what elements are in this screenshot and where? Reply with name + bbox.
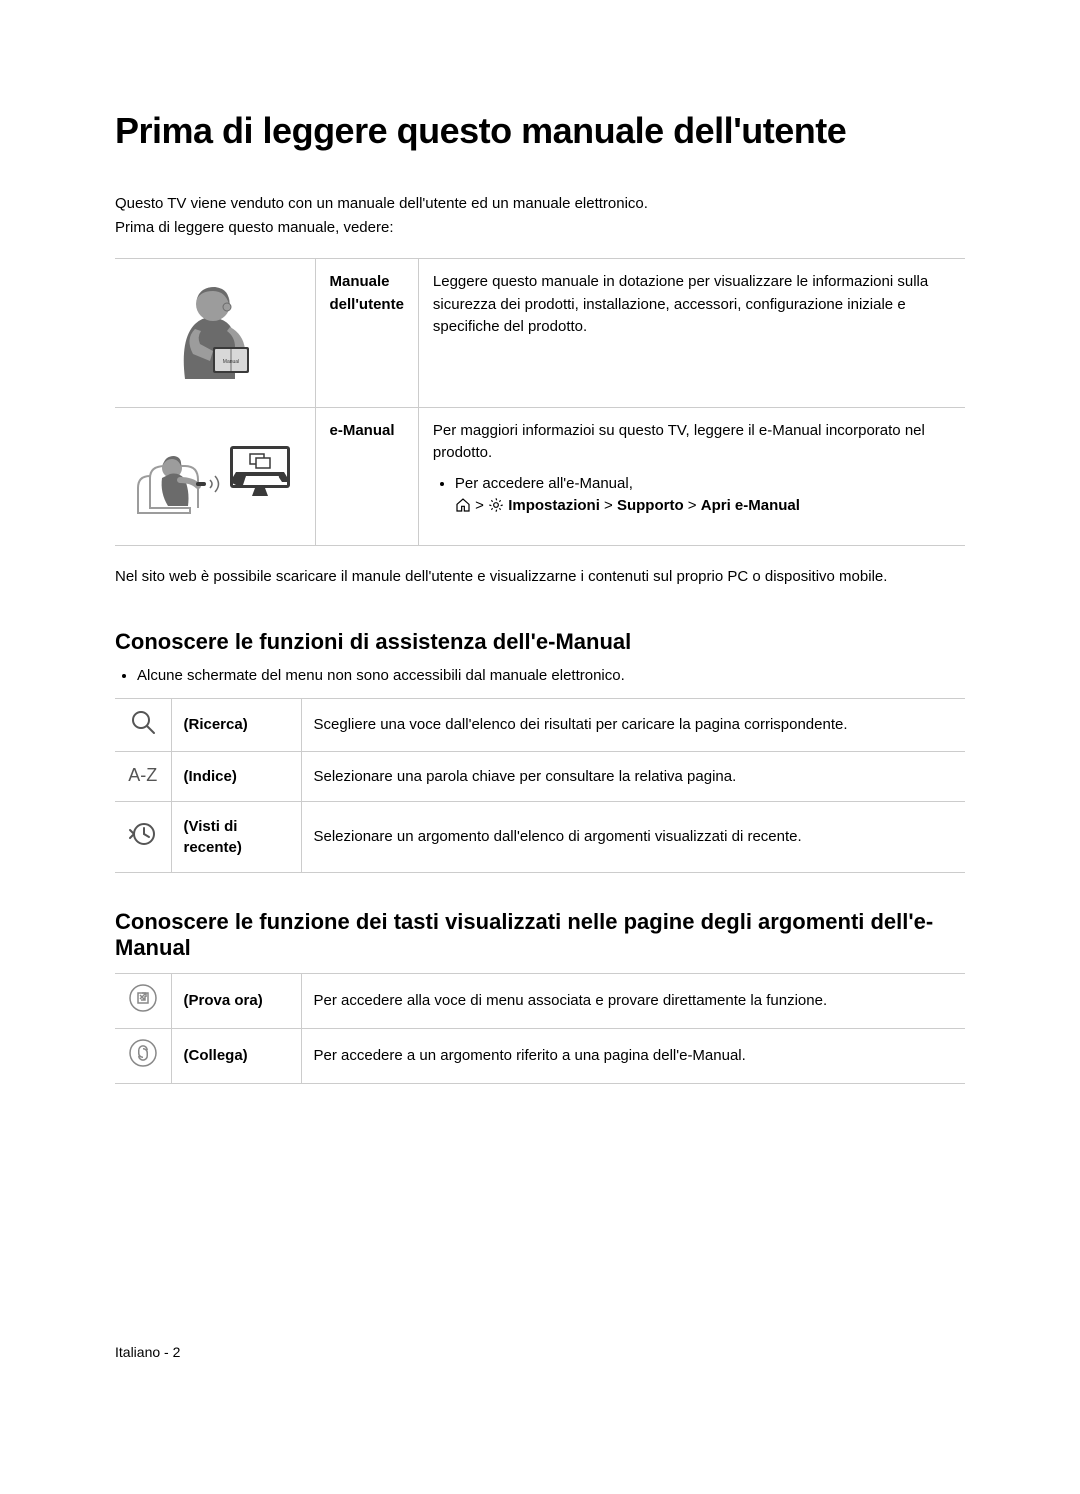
- icon-cell: A-Z: [115, 751, 171, 801]
- table-row: (Collega) Per accedere a un argomento ri…: [115, 1028, 965, 1083]
- topic-buttons-table: (Prova ora) Per accedere alla voce di me…: [115, 973, 965, 1084]
- feature-desc: Selezionare una parola chiave per consul…: [301, 751, 965, 801]
- illust-cell: Manual: [115, 259, 315, 408]
- feature-desc: Scegliere una voce dall'elenco dei risul…: [301, 698, 965, 751]
- intro-line-1: Questo TV viene venduto con un manuale d…: [115, 195, 648, 212]
- emanual-access-list: Per accedere all'e-Manual, > Impostazion…: [433, 473, 951, 518]
- page-title: Prima di leggere questo manuale dell'ute…: [115, 110, 965, 152]
- path-impostazioni: Impostazioni: [508, 497, 600, 514]
- intro-line-2: Prima di leggere questo manuale, vedere:: [115, 219, 394, 236]
- reading-booklet-icon: Manual: [135, 269, 295, 389]
- feature-name: (Prova ora): [171, 973, 301, 1028]
- icon-cell: [115, 698, 171, 751]
- intro-text: Questo TV viene venduto con un manuale d…: [115, 192, 965, 240]
- chevron-right-icon: >: [688, 497, 701, 514]
- emanual-desc-line1: Per maggiori informazioi su questo TV, l…: [433, 422, 925, 462]
- svg-text:e-Manual: e-Manual: [244, 475, 279, 484]
- icon-cell: [115, 801, 171, 872]
- index-az-icon: A-Z: [128, 765, 157, 785]
- svg-text:Manual: Manual: [223, 359, 239, 365]
- chevron-right-icon: >: [604, 497, 617, 514]
- table-row: (Ricerca) Scegliere una voce dall'elenco…: [115, 698, 965, 751]
- list-item: Per accedere all'e-Manual, > Impostazion…: [455, 473, 951, 518]
- after-table-note: Nel sito web è possibile scaricare il ma…: [115, 566, 965, 589]
- table-row: e-Manual e-Manual Per maggiori informazi…: [115, 407, 965, 546]
- page-footer: Italiano - 2: [115, 1344, 965, 1360]
- section1-title: Conoscere le funzioni di assistenza dell…: [115, 629, 965, 655]
- gear-icon: [488, 497, 504, 513]
- table-row: Manual Manuale dell'utente Leggere quest…: [115, 259, 965, 408]
- section1-note-list: Alcune schermate del menu non sono acces…: [115, 667, 965, 684]
- search-icon: [128, 707, 158, 737]
- access-prefix: Per accedere all'e-Manual,: [455, 475, 633, 492]
- table-row: (Prova ora) Per accedere alla voce di me…: [115, 973, 965, 1028]
- recent-icon: [128, 819, 158, 849]
- path-apri: Apri e-Manual: [701, 497, 800, 514]
- watching-tv-icon: e-Manual: [130, 418, 300, 528]
- list-item: Alcune schermate del menu non sono acces…: [137, 667, 965, 684]
- path-supporto: Supporto: [617, 497, 684, 514]
- feature-name: (Ricerca): [171, 698, 301, 751]
- manuals-table: Manual Manuale dell'utente Leggere quest…: [115, 258, 965, 546]
- manual-page: Prima di leggere questo manuale dell'ute…: [0, 0, 1080, 1420]
- link-icon: [127, 1037, 159, 1069]
- section2-title: Conoscere le funzione dei tasti visualiz…: [115, 909, 965, 961]
- illust-cell: e-Manual: [115, 407, 315, 546]
- try-now-icon: [127, 982, 159, 1014]
- table-row: A-Z (Indice) Selezionare una parola chia…: [115, 751, 965, 801]
- assist-functions-table: (Ricerca) Scegliere una voce dall'elenco…: [115, 698, 965, 873]
- manual-desc: Leggere questo manuale in dotazione per …: [418, 259, 965, 408]
- feature-name: (Indice): [171, 751, 301, 801]
- icon-cell: [115, 1028, 171, 1083]
- emanual-desc: Per maggiori informazioi su questo TV, l…: [418, 407, 965, 546]
- nav-path: > Impostazioni > Supporto > Apri e-Manua…: [455, 497, 800, 514]
- feature-desc: Per accedere a un argomento riferito a u…: [301, 1028, 965, 1083]
- home-icon: [455, 497, 471, 513]
- icon-cell: [115, 973, 171, 1028]
- table-row: (Visti di recente) Selezionare un argome…: [115, 801, 965, 872]
- feature-name: (Visti di recente): [171, 801, 301, 872]
- emanual-label: e-Manual: [315, 407, 418, 546]
- feature-desc: Per accedere alla voce di menu associata…: [301, 973, 965, 1028]
- feature-desc: Selezionare un argomento dall'elenco di …: [301, 801, 965, 872]
- chevron-right-icon: >: [475, 497, 488, 514]
- manual-label: Manuale dell'utente: [315, 259, 418, 408]
- feature-name: (Collega): [171, 1028, 301, 1083]
